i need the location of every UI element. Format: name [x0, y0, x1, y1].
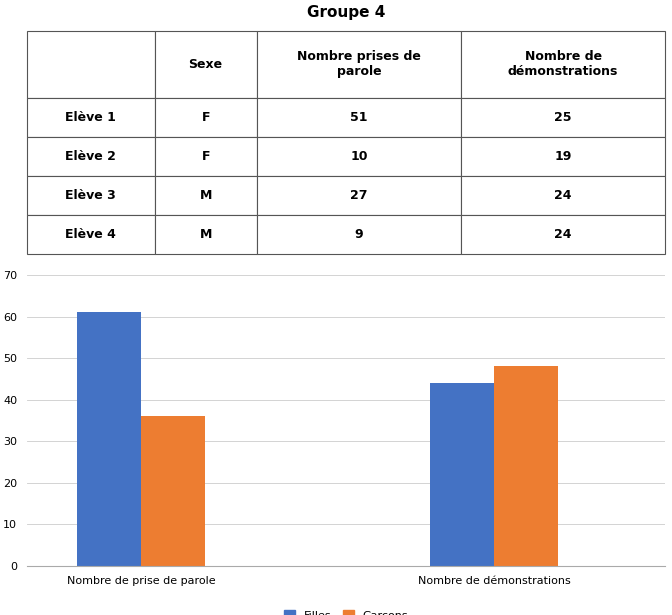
Text: F: F [202, 111, 210, 124]
Text: Groupe 4: Groupe 4 [307, 4, 385, 20]
Bar [495, 367, 558, 566]
Bar [155, 215, 257, 255]
Bar [461, 215, 665, 255]
Bar [27, 98, 155, 137]
Bar [155, 137, 257, 176]
Bar [461, 137, 665, 176]
Text: 9: 9 [355, 228, 363, 241]
Bar [461, 98, 665, 137]
Bar [257, 176, 461, 215]
Text: F: F [202, 150, 210, 163]
Bar [257, 98, 461, 137]
Text: M: M [200, 189, 212, 202]
Bar [257, 137, 461, 176]
Text: Nombre de
démonstrations: Nombre de démonstrations [508, 50, 618, 78]
Bar [257, 31, 461, 98]
Bar [461, 31, 665, 98]
Bar [77, 312, 141, 566]
Text: Elève 2: Elève 2 [65, 150, 116, 163]
Text: 24: 24 [554, 228, 572, 241]
Text: Elève 4: Elève 4 [65, 228, 116, 241]
Text: 19: 19 [554, 150, 572, 163]
Text: Nombre prises de
parole: Nombre prises de parole [297, 50, 421, 78]
Bar [431, 383, 495, 566]
Bar [27, 176, 155, 215]
Text: Sexe: Sexe [189, 58, 222, 71]
Text: Elève 1: Elève 1 [65, 111, 116, 124]
Bar [27, 31, 155, 98]
Bar [27, 137, 155, 176]
Bar [141, 416, 205, 566]
Text: Elève 3: Elève 3 [65, 189, 116, 202]
Bar [27, 215, 155, 255]
Bar [257, 215, 461, 255]
Text: 10: 10 [350, 150, 368, 163]
Text: 51: 51 [350, 111, 368, 124]
Legend: Filles, Garçons: Filles, Garçons [281, 607, 411, 615]
Text: 25: 25 [554, 111, 572, 124]
Text: 24: 24 [554, 189, 572, 202]
Text: M: M [200, 228, 212, 241]
Text: 27: 27 [350, 189, 368, 202]
Bar [155, 31, 257, 98]
Bar [155, 176, 257, 215]
Bar [461, 176, 665, 215]
Bar [155, 98, 257, 137]
